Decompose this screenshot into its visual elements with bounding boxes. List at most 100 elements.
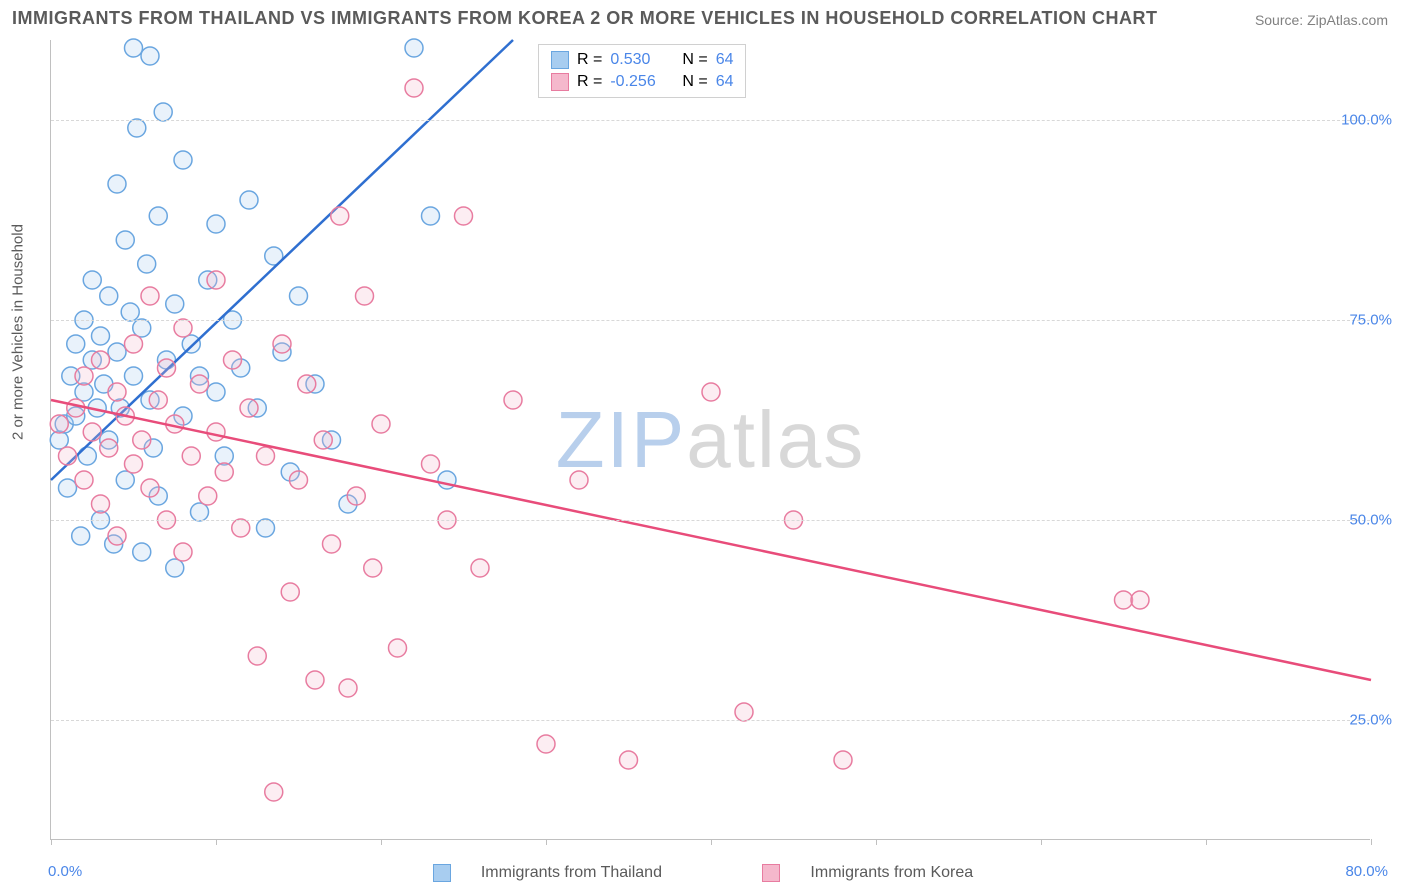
data-point [215,463,233,481]
data-point [59,447,77,465]
data-point [59,479,77,497]
data-point [108,383,126,401]
data-point [149,391,167,409]
data-point [108,527,126,545]
data-point [166,295,184,313]
data-point [174,319,192,337]
data-point [702,383,720,401]
data-point [100,287,118,305]
data-point [125,39,143,57]
regression-line [51,400,1371,680]
data-point [504,391,522,409]
data-point [78,447,96,465]
data-point [133,543,151,561]
data-point [191,503,209,521]
data-point [67,335,85,353]
data-point [257,447,275,465]
data-point [232,519,250,537]
x-tick [381,839,382,845]
data-point [620,751,638,769]
data-point [182,335,200,353]
data-point [405,79,423,97]
data-point [141,287,159,305]
data-point [273,335,291,353]
legend-stats: R = 0.530 N = 64 R = -0.256 N = 64 [538,44,746,98]
r-value-korea: -0.256 [610,73,674,91]
x-tick [1041,839,1042,845]
data-point [422,207,440,225]
data-point [356,287,374,305]
data-point [83,271,101,289]
x-tick-max: 80.0% [1345,863,1388,880]
data-point [207,215,225,233]
data-point [75,367,93,385]
data-point [116,471,134,489]
data-point [405,39,423,57]
plot-area: ZIPatlas [50,40,1370,840]
data-point [133,319,151,337]
data-point [240,399,258,417]
data-point [92,327,110,345]
source-label: Source: ZipAtlas.com [1255,12,1388,28]
data-point [75,471,93,489]
data-point [537,735,555,753]
x-tick [1371,839,1372,845]
data-point [141,47,159,65]
data-point [125,335,143,353]
x-tick [51,839,52,845]
data-point [125,367,143,385]
data-point [339,679,357,697]
gridline-h [51,520,1370,521]
data-point [182,447,200,465]
data-point [50,415,68,433]
data-point [364,559,382,577]
gridline-h [51,720,1370,721]
data-point [290,471,308,489]
data-point [323,535,341,553]
data-point [471,559,489,577]
data-point [108,343,126,361]
data-point [1115,591,1133,609]
legend-stats-row-2: R = -0.256 N = 64 [551,71,733,93]
data-point [224,351,242,369]
data-point [240,191,258,209]
y-tick-label: 25.0% [1349,712,1392,729]
gridline-h [51,320,1370,321]
swatch-thailand-icon [433,864,451,882]
legend-item-thailand: Immigrants from Thailand [409,864,686,881]
legend-stats-row-1: R = 0.530 N = 64 [551,49,733,71]
data-point [389,639,407,657]
data-point [455,207,473,225]
x-tick [1206,839,1207,845]
data-point [116,231,134,249]
r-label: R = [577,73,602,91]
y-tick-label: 75.0% [1349,312,1392,329]
data-point [67,399,85,417]
data-point [331,207,349,225]
n-value-thailand: 64 [716,51,734,69]
data-point [100,439,118,457]
y-tick-label: 50.0% [1349,512,1392,529]
data-point [207,383,225,401]
data-point [306,671,324,689]
data-point [207,423,225,441]
r-value-thailand: 0.530 [610,51,674,69]
n-label: N = [682,73,707,91]
swatch-thailand [551,51,569,69]
x-tick [876,839,877,845]
data-point [72,527,90,545]
data-point [92,351,110,369]
data-point [133,431,151,449]
data-point [128,119,146,137]
legend-series: Immigrants from Thailand Immigrants from… [0,864,1406,882]
data-point [199,487,217,505]
legend-item-korea: Immigrants from Korea [738,864,997,881]
data-point [422,455,440,473]
data-point [158,359,176,377]
legend-label-korea: Immigrants from Korea [810,864,973,881]
data-point [570,471,588,489]
x-tick [711,839,712,845]
data-point [121,303,139,321]
y-axis-label: 2 or more Vehicles in Household [10,224,27,440]
data-point [281,583,299,601]
